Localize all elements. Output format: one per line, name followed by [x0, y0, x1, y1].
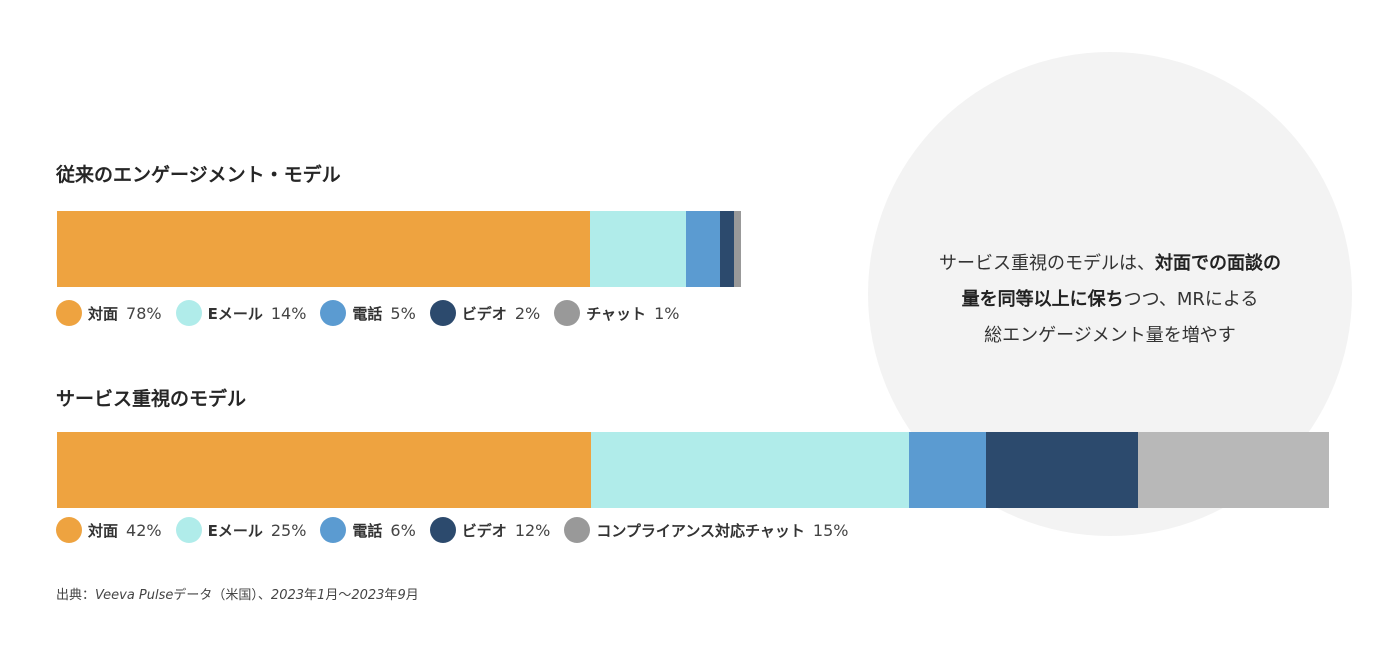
callout-line-3: 総エンゲージメント量を増やす: [878, 318, 1342, 354]
legend-item-1-2: 電話 6%: [320, 517, 416, 543]
legend-item-0-0: 対面 78%: [56, 300, 162, 326]
callout-line-1-bold: 対面での面談の: [1155, 253, 1281, 274]
legend-label: チャット: [586, 304, 647, 323]
legend-item-1-0: 対面 42%: [56, 517, 162, 543]
callout-line-3-plain: 総エンゲージメント量を増やす: [984, 325, 1236, 346]
legend-value: 78%: [126, 303, 162, 323]
legend-item-0-3: ビデオ 2%: [429, 300, 541, 326]
callout-line-1-plain: サービス重視のモデルは、: [939, 253, 1155, 274]
legend-value: 12%: [514, 520, 551, 540]
callout-line-2: 量を同等以上に保ちつつ、MRによる: [878, 282, 1342, 318]
legend-label: 対面: [88, 304, 119, 323]
bar-segment-1-3: [985, 432, 1139, 508]
legend-swatch: [56, 517, 82, 543]
legend-value: 15%: [812, 520, 849, 540]
legend-value: 6%: [390, 520, 416, 540]
legend-item-1-1: Eメール 25%: [175, 517, 307, 543]
bar-segment-0-0: [57, 211, 591, 287]
bar-segment-0-3: [720, 211, 734, 287]
stacked-bar-traditional: [57, 211, 741, 287]
legend-value: 1%: [654, 303, 680, 323]
source-mid-4: 年: [384, 588, 398, 603]
callout-line-1: サービス重視のモデルは、対面での面談の: [878, 246, 1342, 282]
legend-label: ビデオ: [461, 304, 507, 323]
bar-segment-1-4: [1138, 432, 1329, 508]
legend-swatch: [320, 517, 347, 543]
source-italic-2: 2023: [270, 588, 305, 603]
legend-label: 電話: [352, 304, 383, 323]
callout-line-2-plain: つつ、MRによる: [1123, 289, 1259, 310]
legend-swatch: [564, 517, 591, 543]
legend-swatch: [320, 300, 347, 326]
bar-segment-0-2: [686, 211, 721, 287]
legend-swatch: [56, 300, 82, 326]
legend-label: コンプライアンス対応チャット: [596, 521, 805, 540]
legend-value: 14%: [270, 303, 307, 323]
source-mid-3: 月～: [325, 588, 352, 603]
legend-service: 対面 42% Eメール 25% 電話 6% ビデオ 12% コンプライアンス対応チャット 15%: [56, 515, 862, 545]
source-italic-3: 1: [317, 588, 326, 603]
legend-item-0-4: チャット 1%: [554, 300, 679, 326]
source-prefix: 出典：: [56, 588, 96, 603]
bar-segment-0-4: [734, 211, 741, 287]
legend-value: 25%: [270, 520, 307, 540]
legend-swatch: [175, 517, 202, 543]
legend-value: 5%: [390, 303, 416, 323]
legend-item-0-1: Eメール 14%: [175, 300, 307, 326]
callout-text: サービス重視のモデルは、対面での面談の 量を同等以上に保ちつつ、MRによる 総エ…: [878, 246, 1342, 354]
legend-swatch: [554, 300, 581, 326]
legend-label: 電話: [352, 521, 383, 540]
stacked-bar-service: [57, 432, 1329, 508]
callout-line-2-bold: 量を同等以上に保ち: [961, 289, 1124, 310]
bar-segment-1-1: [591, 432, 910, 508]
source-italic-4: 2023: [351, 588, 385, 603]
legend-value: 42%: [126, 520, 162, 540]
legend-value: 2%: [514, 303, 541, 323]
legend-label: 対面: [88, 521, 119, 540]
bar-segment-1-2: [909, 432, 986, 508]
legend-label: Eメール: [207, 521, 263, 540]
legend-item-0-2: 電話 5%: [320, 300, 416, 326]
source-note: 出典：Veeva Pulseデータ（米国）、2023年1月～2023年9月: [56, 584, 419, 603]
bar-segment-0-1: [590, 211, 687, 287]
legend-swatch: [429, 300, 456, 326]
legend-label: Eメール: [207, 304, 263, 323]
legend-item-1-4: コンプライアンス対応チャット 15%: [564, 517, 848, 543]
legend-item-1-3: ビデオ 12%: [429, 517, 551, 543]
chart-title-service: サービス重視のモデル: [56, 388, 247, 410]
source-mid-2: 年: [304, 588, 318, 603]
chart-title-traditional: 従来のエンゲージメント・モデル: [56, 164, 341, 186]
legend-swatch: [175, 300, 202, 326]
source-mid-1: データ（米国）、: [173, 588, 271, 603]
source-suffix: 月: [405, 588, 419, 603]
source-italic-1: Veeva Pulse: [95, 588, 174, 603]
legend-traditional: 対面 78% Eメール 14% 電話 5% ビデオ 2% チャット 1%: [56, 298, 693, 328]
legend-label: ビデオ: [461, 521, 507, 540]
legend-swatch: [429, 517, 456, 543]
source-italic-5: 9: [397, 588, 406, 603]
bar-segment-1-0: [57, 432, 592, 508]
